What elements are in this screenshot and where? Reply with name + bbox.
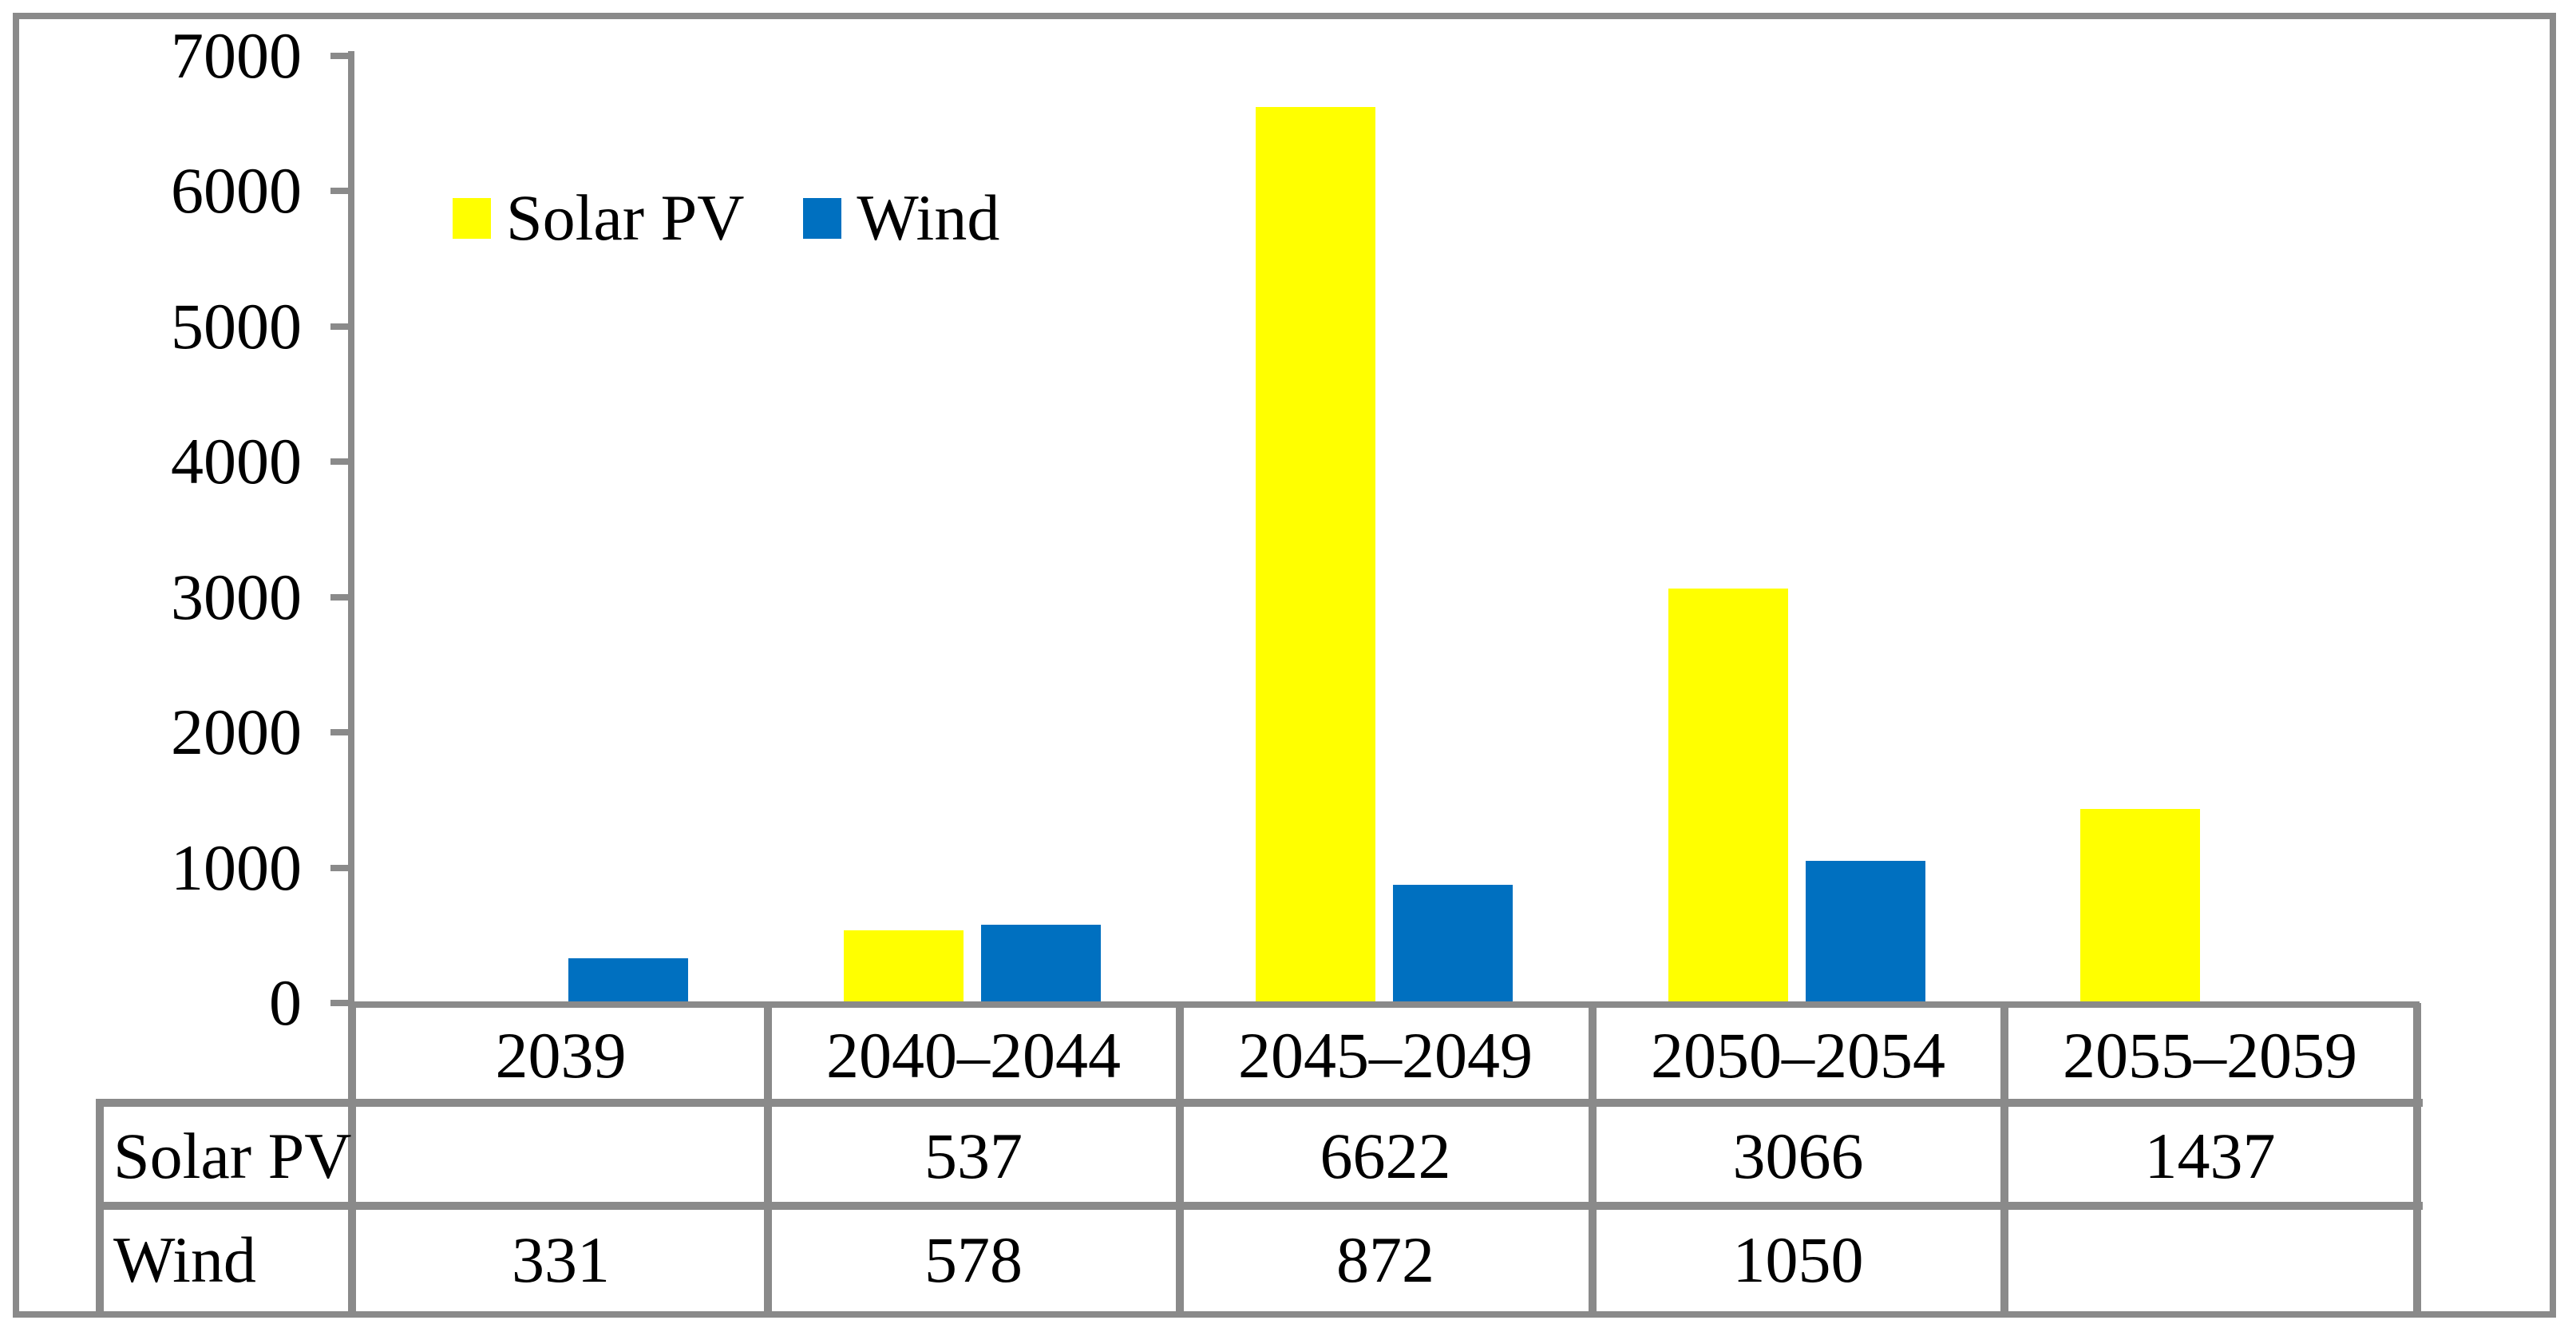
table-header-cell: 2039 xyxy=(495,1019,627,1092)
y-axis-tick xyxy=(330,729,354,736)
legend-label: Solar PV xyxy=(506,181,745,254)
y-axis-tick-label: 3000 xyxy=(171,560,302,633)
bar-wind-2045-2049 xyxy=(1393,885,1513,1003)
bar-solar-pv-2040-2044 xyxy=(844,930,964,1003)
legend-item-solar-pv: Solar PV xyxy=(453,185,744,251)
table-grid-line xyxy=(96,1099,2423,1107)
table-grid-line xyxy=(348,1003,356,1311)
table-cell: 6622 xyxy=(1320,1120,1451,1192)
table-cell: 3066 xyxy=(1732,1120,1864,1192)
table-grid-line xyxy=(1176,1003,1184,1311)
bar-wind-2040-2044 xyxy=(981,925,1101,1003)
table-header-cell: 2040–2044 xyxy=(826,1019,1121,1092)
y-axis-tick-label: 2000 xyxy=(171,696,302,769)
table-row-label: Wind xyxy=(113,1223,256,1296)
y-axis-tick-label: 4000 xyxy=(171,425,302,498)
legend-item-wind: Wind xyxy=(803,185,999,251)
table-cell xyxy=(359,1108,762,1204)
figure-border xyxy=(13,13,2556,1318)
y-axis-tick xyxy=(330,53,354,59)
y-axis-tick-label: 5000 xyxy=(171,289,302,363)
table-grid-line xyxy=(2413,1003,2421,1311)
table-cell: 1050 xyxy=(1732,1223,1864,1296)
y-axis-tick-label: 1000 xyxy=(171,831,302,904)
table-cell: 578 xyxy=(924,1223,1023,1296)
table-header-cell: 2045–2049 xyxy=(1238,1019,1533,1092)
table-grid-line xyxy=(764,1003,772,1311)
bar-wind-2050-2054 xyxy=(1806,861,1925,1003)
table-cell: 872 xyxy=(1336,1223,1434,1296)
legend-label: Wind xyxy=(857,181,1000,254)
y-axis-tick xyxy=(330,1000,354,1006)
y-axis-tick-label: 7000 xyxy=(171,19,302,92)
table-grid-line xyxy=(96,1202,2423,1210)
table-cell: 537 xyxy=(924,1120,1023,1192)
x-axis-line xyxy=(348,1001,2420,1008)
table-grid-line xyxy=(2000,1003,2008,1311)
table-header-cell: 2055–2059 xyxy=(2063,1019,2357,1092)
y-axis-line xyxy=(348,51,354,1008)
bar-solar-pv-2055-2059 xyxy=(2080,809,2200,1003)
legend-swatch-wind xyxy=(803,197,842,239)
bar-solar-pv-2050-2054 xyxy=(1668,589,1788,1003)
table-cell: 331 xyxy=(512,1223,610,1296)
table-row-label: Solar PV xyxy=(113,1120,352,1192)
y-axis-tick xyxy=(330,593,354,601)
y-axis-tick-label: 6000 xyxy=(171,154,302,228)
bar-solar-pv-2045-2049 xyxy=(1256,107,1375,1003)
table-cell xyxy=(2008,1212,2412,1308)
bar-wind-2039 xyxy=(568,958,688,1003)
y-axis-tick xyxy=(330,458,354,466)
y-axis-tick xyxy=(330,188,354,195)
legend: Solar PV Wind xyxy=(453,185,999,251)
table-grid-line xyxy=(1589,1003,1597,1311)
y-axis-tick-label: 0 xyxy=(269,966,302,1039)
table-header-cell: 2050–2054 xyxy=(1651,1019,1945,1092)
table-cell: 1437 xyxy=(2144,1120,2276,1192)
y-axis-tick xyxy=(330,323,354,330)
y-axis-tick xyxy=(330,864,354,871)
legend-swatch-solar-pv xyxy=(453,197,491,239)
